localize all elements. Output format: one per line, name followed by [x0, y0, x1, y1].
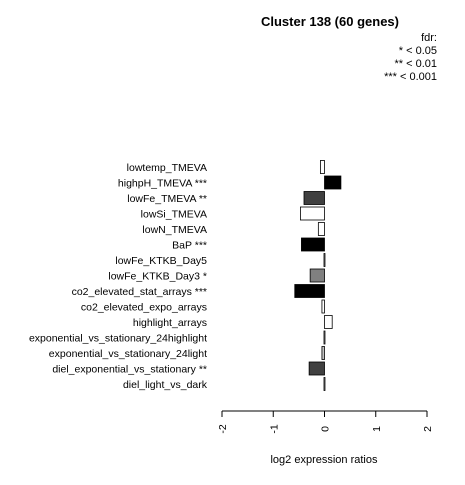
x-tick-label: 2: [422, 426, 434, 432]
x-axis-label: log2 expression ratios: [270, 454, 378, 466]
bar: [323, 377, 326, 391]
bar: [294, 284, 325, 298]
bar: [317, 222, 325, 236]
legend-title: fdr:: [421, 32, 437, 44]
legend-entry-3: *** < 0.001: [384, 71, 437, 83]
bar: [309, 268, 325, 283]
category-label: highpH_TMEVA ***: [118, 178, 207, 190]
bar: [303, 191, 325, 205]
category-label: lowN_TMEVA: [142, 224, 207, 236]
bar: [323, 330, 326, 345]
category-label: lowtemp_TMEVA: [127, 162, 207, 174]
bar: [301, 237, 325, 252]
chart-title: Cluster 138 (60 genes): [261, 14, 399, 29]
category-label: exponential_vs_stationary_24highlight: [29, 333, 207, 345]
bar: [321, 299, 325, 314]
category-label: lowSi_TMEVA: [141, 209, 207, 221]
category-label: co2_elevated_expo_arrays: [81, 302, 207, 314]
category-label: diel_exponential_vs_stationary **: [52, 364, 207, 376]
x-tick-label: 1: [371, 426, 383, 432]
bar: [324, 175, 342, 190]
category-label: lowFe_TMEVA **: [127, 193, 207, 205]
category-label: exponential_vs_stationary_24light: [49, 348, 207, 360]
bar: [324, 315, 333, 329]
bar: [300, 206, 325, 221]
bars: [294, 160, 342, 391]
category-label: co2_elevated_stat_arrays ***: [72, 286, 207, 298]
x-tick-label: 0: [320, 426, 332, 432]
category-label: highlight_arrays: [133, 317, 207, 329]
legend-entry-2: ** < 0.01: [394, 58, 437, 70]
legend: fdr: * < 0.05 ** < 0.01 *** < 0.001: [384, 32, 437, 83]
bar: [321, 346, 325, 360]
x-axis: -2 -1 0 1 2: [217, 410, 434, 434]
x-tick-label: -1: [268, 424, 280, 433]
bar: [308, 361, 325, 376]
bar: [323, 253, 326, 267]
bar: [319, 160, 325, 174]
category-label: lowFe_KTKB_Day5: [115, 255, 207, 267]
legend-entry-1: * < 0.05: [399, 45, 437, 57]
category-label: diel_light_vs_dark: [123, 379, 208, 391]
category-label: lowFe_KTKB_Day3 *: [108, 271, 207, 283]
category-label: BaP ***: [172, 240, 207, 252]
x-tick-label: -2: [217, 424, 229, 433]
category-labels: lowtemp_TMEVA highpH_TMEVA *** lowFe_TMEVA…: [29, 162, 208, 391]
